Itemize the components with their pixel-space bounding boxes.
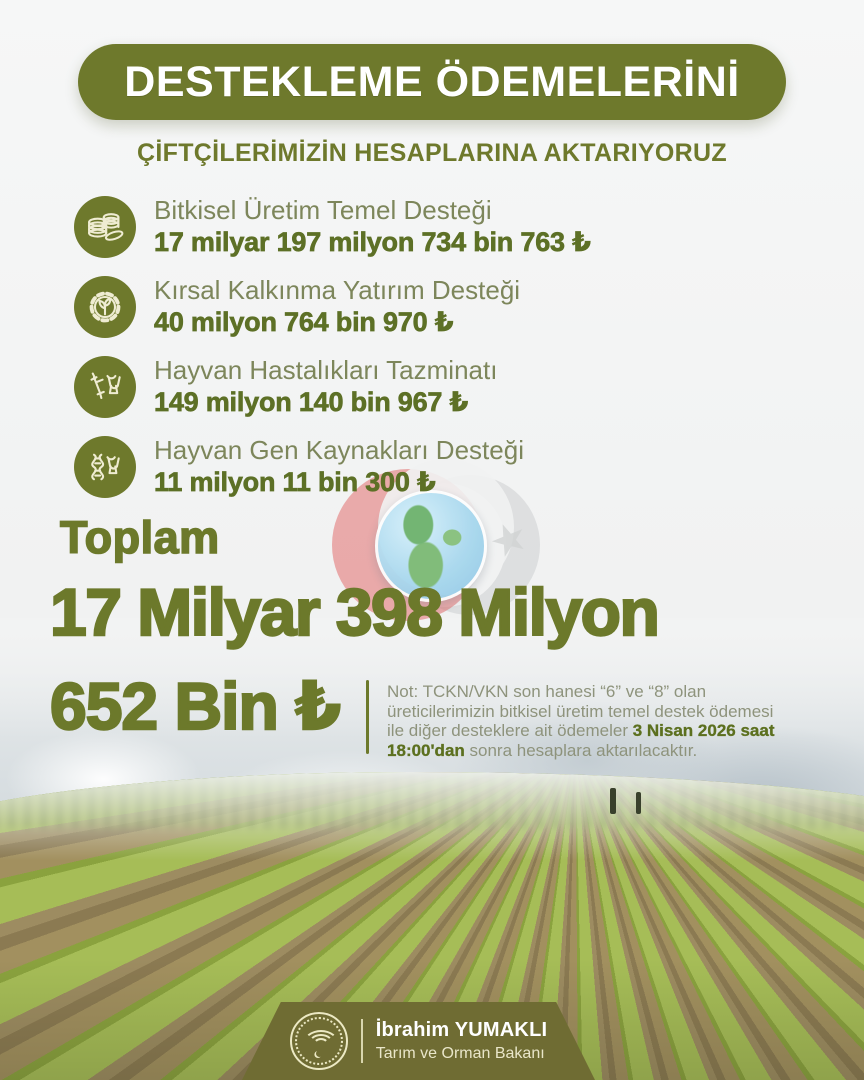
support-amount: 17 milyar 197 milyon 734 bin 763 ₺	[154, 227, 592, 258]
farmer-figure	[610, 788, 616, 814]
support-title: Hayvan Gen Kaynakları Desteği	[154, 434, 524, 465]
farmer-figure	[636, 792, 641, 814]
total-row: 652 Bin ₺ Not: TCKN/VKN son hanesi “6” v…	[49, 668, 783, 760]
total-label: Toplam	[59, 511, 220, 564]
list-item-animal-genetics: Hayvan Gen Kaynakları Desteği 11 milyon …	[74, 436, 591, 498]
support-amount: 40 milyon 764 bin 970 ₺	[154, 307, 454, 338]
total-amount-line2: 652 Bin ₺	[49, 668, 342, 744]
sky-fade-overlay	[0, 618, 864, 738]
dna-cow-icon	[74, 436, 136, 498]
minister-name: İbrahim YUMAKLI	[375, 1018, 548, 1041]
footer-banner: İbrahim YUMAKLI Tarım ve Orman Bakanı	[242, 1002, 595, 1080]
payment-note-date: 3 Nisan 2026 saat 18:00'dan	[387, 721, 775, 760]
support-amount: 11 milyon 11 bin 300 ₺	[154, 467, 436, 498]
header-banner: DESTEKLEME ÖDEMELERİNİ	[78, 44, 786, 120]
support-items-list: Bitkisel Üretim Temel Desteği 17 milyar …	[74, 196, 591, 516]
list-item-animal-disease: Hayvan Hastalıkları Tazminatı 149 milyon…	[74, 356, 591, 418]
page-subtitle: ÇİFTÇİLERİMİZİN HESAPLARINA AKTARIYORUZ	[137, 139, 727, 167]
minister-title: Tarım ve Orman Bakanı	[375, 1044, 545, 1062]
support-title: Bitkisel Üretim Temel Desteği	[154, 194, 492, 225]
vertical-divider	[366, 680, 370, 754]
list-item-crop-support: Bitkisel Üretim Temel Desteği 17 milyar …	[74, 196, 591, 258]
total-amount-line1: 17 Milyar 398 Milyon	[49, 574, 661, 650]
support-amount: 149 milyon 140 bin 967 ₺	[154, 387, 469, 418]
gear-sprout-icon	[74, 276, 136, 338]
support-title: Kırsal Kalkınma Yatırım Desteği	[154, 274, 521, 305]
payment-note: Not: TCKN/VKN son hanesi “6” ve “8” olan…	[387, 682, 775, 760]
footer-divider	[360, 1019, 363, 1063]
ministry-seal-icon	[289, 1012, 348, 1070]
list-item-rural-development: Kırsal Kalkınma Yatırım Desteği 40 milyo…	[74, 276, 591, 338]
syringe-cow-icon	[74, 356, 136, 418]
page-title: DESTEKLEME ÖDEMELERİNİ	[124, 57, 740, 106]
support-title: Hayvan Hastalıkları Tazminatı	[154, 354, 498, 385]
coins-icon	[74, 196, 136, 258]
vineyard-rows-photo	[0, 772, 864, 1080]
